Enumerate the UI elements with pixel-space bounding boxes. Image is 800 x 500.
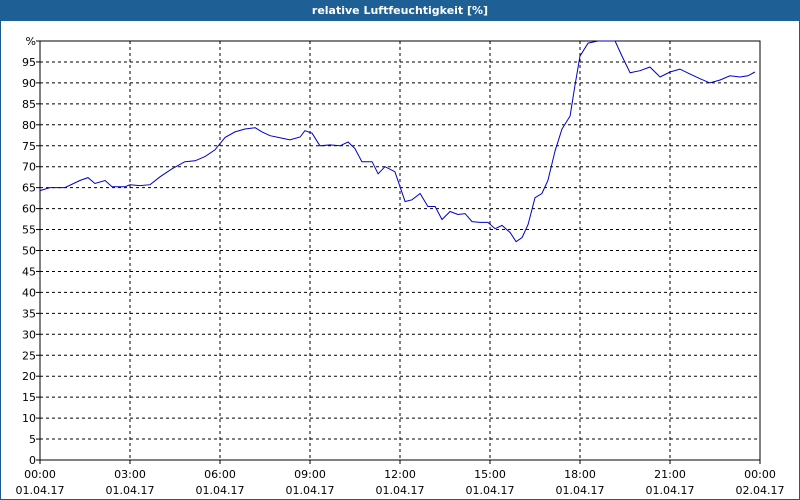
x-tick-label: 00:00 — [24, 468, 56, 481]
x-tick-date: 01.04.17 — [286, 484, 335, 497]
data-line — [39, 40, 756, 243]
x-tick-date: 02.04.17 — [736, 484, 785, 497]
y-tick-label: 25 — [22, 349, 36, 362]
x-tick-date: 01.04.17 — [466, 484, 515, 497]
x-tick-date: 01.04.17 — [196, 484, 245, 497]
x-tick-label: 21:00 — [654, 468, 686, 481]
y-tick-label: 65 — [22, 182, 36, 195]
y-tick-label: 0 — [29, 454, 36, 467]
y-tick-label: 10 — [22, 412, 36, 425]
y-tick-label: % — [26, 35, 36, 48]
x-tick-date: 01.04.17 — [556, 484, 605, 497]
plot-frame — [39, 40, 761, 461]
x-tick-label: 06:00 — [204, 468, 236, 481]
y-tick-label: 45 — [22, 265, 36, 278]
x-tick-label: 12:00 — [384, 468, 416, 481]
y-tick-label: 55 — [22, 224, 36, 237]
y-tick-label: 30 — [22, 328, 36, 341]
x-tick-date: 01.04.17 — [646, 484, 695, 497]
y-tick-label: 15 — [22, 391, 36, 404]
y-tick-label: 70 — [22, 161, 36, 174]
y-tick-label: 60 — [22, 203, 36, 216]
y-tick-label: 20 — [22, 370, 36, 383]
x-tick-label: 00:00 — [744, 468, 776, 481]
x-tick-label: 15:00 — [474, 468, 506, 481]
y-tick-label: 85 — [22, 98, 36, 111]
y-tick-label: 5 — [29, 433, 36, 446]
x-tick-date: 01.04.17 — [16, 484, 65, 497]
y-tick-label: 75 — [22, 140, 36, 153]
x-tick-date: 01.04.17 — [106, 484, 155, 497]
chart-title: relative Luftfeuchtigkeit [%] — [312, 4, 488, 17]
x-tick-label: 18:00 — [564, 468, 596, 481]
x-tick-label: 09:00 — [294, 468, 326, 481]
y-tick-label: 35 — [22, 307, 36, 320]
y-tick-label: 90 — [22, 77, 36, 90]
y-tick-label: 50 — [22, 245, 36, 258]
y-tick-label: 40 — [22, 286, 36, 299]
x-tick-date: 01.04.17 — [376, 484, 425, 497]
title-bar — [0, 0, 800, 21]
x-tick-label: 03:00 — [114, 468, 146, 481]
y-tick-label: 95 — [22, 56, 36, 69]
y-tick-label: 80 — [22, 119, 36, 132]
